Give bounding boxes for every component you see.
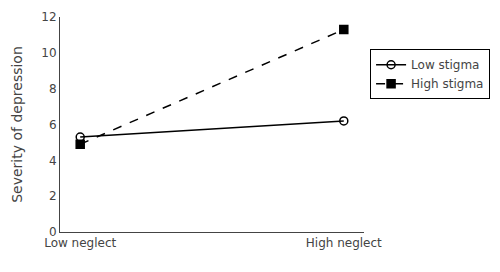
svg-text:Low neglect: Low neglect: [44, 236, 116, 250]
svg-text:High neglect: High neglect: [306, 236, 382, 250]
svg-text:High stigma: High stigma: [411, 77, 483, 91]
svg-text:10: 10: [41, 46, 56, 60]
svg-text:4: 4: [49, 154, 57, 168]
svg-text:Low stigma: Low stigma: [411, 58, 479, 72]
svg-text:6: 6: [49, 118, 57, 132]
svg-text:12: 12: [41, 10, 56, 24]
svg-text:Severity of depression: Severity of depression: [9, 46, 25, 203]
svg-text:8: 8: [49, 82, 57, 96]
svg-text:0: 0: [49, 225, 57, 239]
svg-text:2: 2: [49, 189, 57, 203]
